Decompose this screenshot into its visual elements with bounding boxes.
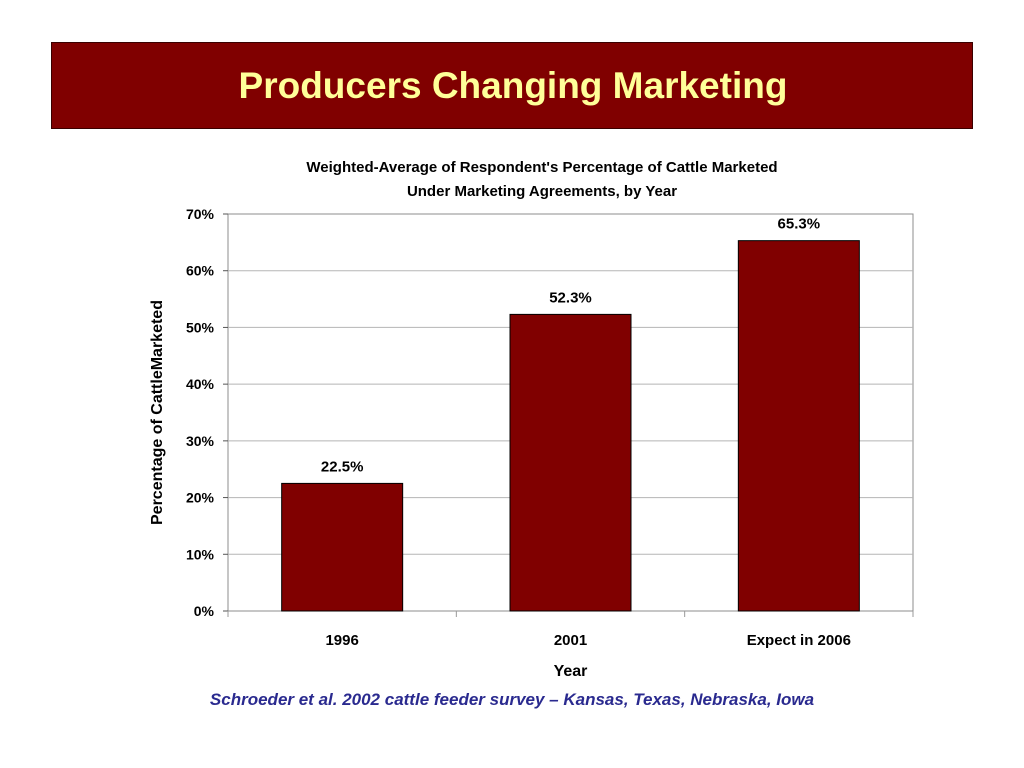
- source-footnote: Schroeder et al. 2002 cattle feeder surv…: [209, 690, 815, 709]
- y-tick-label: 50%: [186, 319, 215, 335]
- bar-chart: 22.5%52.3%65.3% 0%10%20%30%40%50%60%70% …: [149, 206, 914, 680]
- y-tick-label: 30%: [186, 433, 215, 449]
- x-axis: 1996 2001 Expect in 2006: [227, 611, 914, 649]
- x-tick-label: 1996: [325, 632, 358, 649]
- y-tick-label: 70%: [186, 206, 215, 222]
- chart-title-line-1: Weighted-Average of Respondent's Percent…: [306, 159, 778, 176]
- y-tick-label: 60%: [186, 263, 215, 279]
- bar-1996: [281, 482, 404, 612]
- y-tick-label: 0%: [194, 603, 215, 619]
- chart-title-line-2: Under Marketing Agreements, by Year: [406, 183, 678, 200]
- bars-group: 22.5% 52.3% 65.3%: [281, 216, 860, 612]
- y-tick-label: 20%: [186, 490, 215, 506]
- bar-expect-in-2006: [737, 240, 860, 612]
- y-tick-label: 40%: [186, 376, 215, 392]
- data-label: 52.3%: [549, 289, 592, 306]
- y-tick-label: 10%: [186, 546, 215, 562]
- x-axis-label: Year: [554, 663, 588, 680]
- slide-title: Producers Changing Marketing: [238, 64, 788, 106]
- data-label: 65.3%: [778, 216, 821, 233]
- data-label: 22.5%: [321, 458, 364, 475]
- x-tick-label: 2001: [554, 632, 587, 649]
- title-banner: Producers Changing Marketing: [51, 42, 973, 129]
- bar-2001: [509, 313, 632, 612]
- x-tick-label: Expect in 2006: [747, 632, 851, 649]
- y-axis-label: Percentage of CattleMarketed: [149, 300, 166, 525]
- y-axis: 0% 10% 20% 30% 40% 50% 60% 70%: [186, 206, 228, 619]
